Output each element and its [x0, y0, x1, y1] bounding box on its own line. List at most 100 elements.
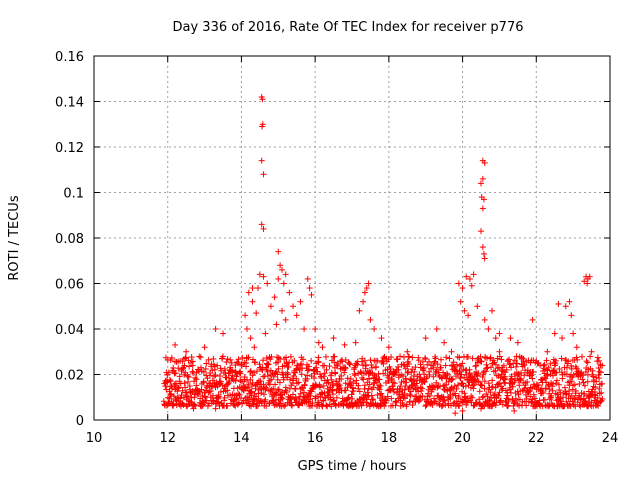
data-point — [172, 370, 179, 377]
data-point — [382, 399, 389, 406]
x-tick-labels: 10 12 14 16 18 20 22 24 — [86, 431, 619, 446]
data-point — [330, 335, 337, 342]
data-point — [353, 377, 360, 384]
data-point — [453, 361, 460, 368]
data-point — [308, 291, 315, 298]
data-point — [390, 388, 397, 395]
data-point — [475, 370, 482, 377]
data-point — [595, 357, 602, 364]
data-point — [179, 400, 186, 407]
data-point — [389, 383, 396, 390]
data-point — [263, 355, 270, 362]
data-point — [594, 354, 601, 361]
data-point — [543, 357, 550, 364]
data-point — [171, 381, 178, 388]
data-point — [561, 384, 568, 391]
data-point — [345, 394, 352, 401]
data-point — [595, 365, 602, 372]
data-point — [304, 372, 311, 379]
data-point — [505, 397, 512, 404]
data-point — [350, 378, 357, 385]
data-point — [329, 386, 336, 393]
data-point — [415, 388, 422, 395]
data-point — [181, 380, 188, 387]
data-point — [522, 382, 529, 389]
data-point — [523, 402, 530, 409]
data-point — [185, 373, 192, 380]
data-point — [380, 354, 387, 361]
data-point — [422, 356, 429, 363]
data-point — [478, 382, 485, 389]
data-points — [160, 93, 606, 417]
data-point — [301, 382, 308, 389]
x-tick-label: 14 — [233, 431, 250, 446]
data-point — [563, 364, 570, 371]
data-point — [229, 367, 236, 374]
data-point — [580, 379, 587, 386]
data-point — [495, 392, 502, 399]
data-point — [584, 280, 591, 287]
data-point — [549, 387, 556, 394]
y-tick-label: 0.06 — [55, 278, 84, 293]
data-point — [278, 266, 285, 273]
data-point — [409, 402, 416, 409]
y-tick-label: 0.16 — [55, 50, 84, 65]
data-point — [183, 348, 190, 355]
data-point — [404, 369, 411, 376]
data-point — [576, 380, 583, 387]
data-point — [368, 361, 375, 368]
data-point — [543, 372, 550, 379]
data-point — [267, 303, 274, 310]
data-point — [313, 382, 320, 389]
data-point — [200, 378, 207, 385]
x-tick-label: 12 — [159, 431, 176, 446]
data-point — [306, 396, 313, 403]
data-point — [297, 390, 304, 397]
data-point — [360, 298, 367, 305]
data-point — [529, 375, 536, 382]
data-point — [249, 298, 256, 305]
data-point — [182, 384, 189, 391]
data-point — [346, 360, 353, 367]
data-point — [315, 359, 322, 366]
data-point — [395, 366, 402, 373]
data-point — [380, 370, 387, 377]
data-point — [496, 348, 503, 355]
data-point — [545, 364, 552, 371]
data-point — [296, 396, 303, 403]
data-point — [433, 326, 440, 332]
data-point — [182, 369, 189, 376]
data-point — [283, 389, 290, 396]
data-point — [224, 356, 231, 363]
data-point — [452, 410, 459, 417]
data-point — [216, 373, 223, 380]
data-point — [554, 391, 561, 398]
data-point — [478, 180, 484, 187]
data-point — [507, 386, 514, 393]
data-point — [430, 364, 437, 371]
data-point — [422, 403, 429, 410]
data-point — [337, 365, 344, 372]
data-point — [426, 358, 433, 365]
data-point — [261, 384, 268, 391]
data-point — [275, 248, 282, 255]
data-point — [325, 379, 332, 386]
data-point — [559, 335, 566, 342]
data-point — [284, 371, 291, 378]
data-point — [260, 171, 267, 178]
data-point — [272, 381, 279, 388]
data-point — [328, 376, 335, 383]
data-point — [321, 370, 328, 377]
data-point — [242, 312, 249, 319]
data-point — [323, 366, 330, 373]
data-point — [342, 387, 349, 394]
data-point — [314, 368, 321, 375]
data-point — [566, 298, 573, 305]
data-point — [406, 391, 413, 398]
data-point — [385, 344, 392, 351]
data-point — [258, 221, 265, 228]
data-point — [197, 364, 204, 371]
data-point — [337, 385, 344, 392]
data-point — [446, 355, 453, 362]
data-point — [478, 358, 485, 365]
